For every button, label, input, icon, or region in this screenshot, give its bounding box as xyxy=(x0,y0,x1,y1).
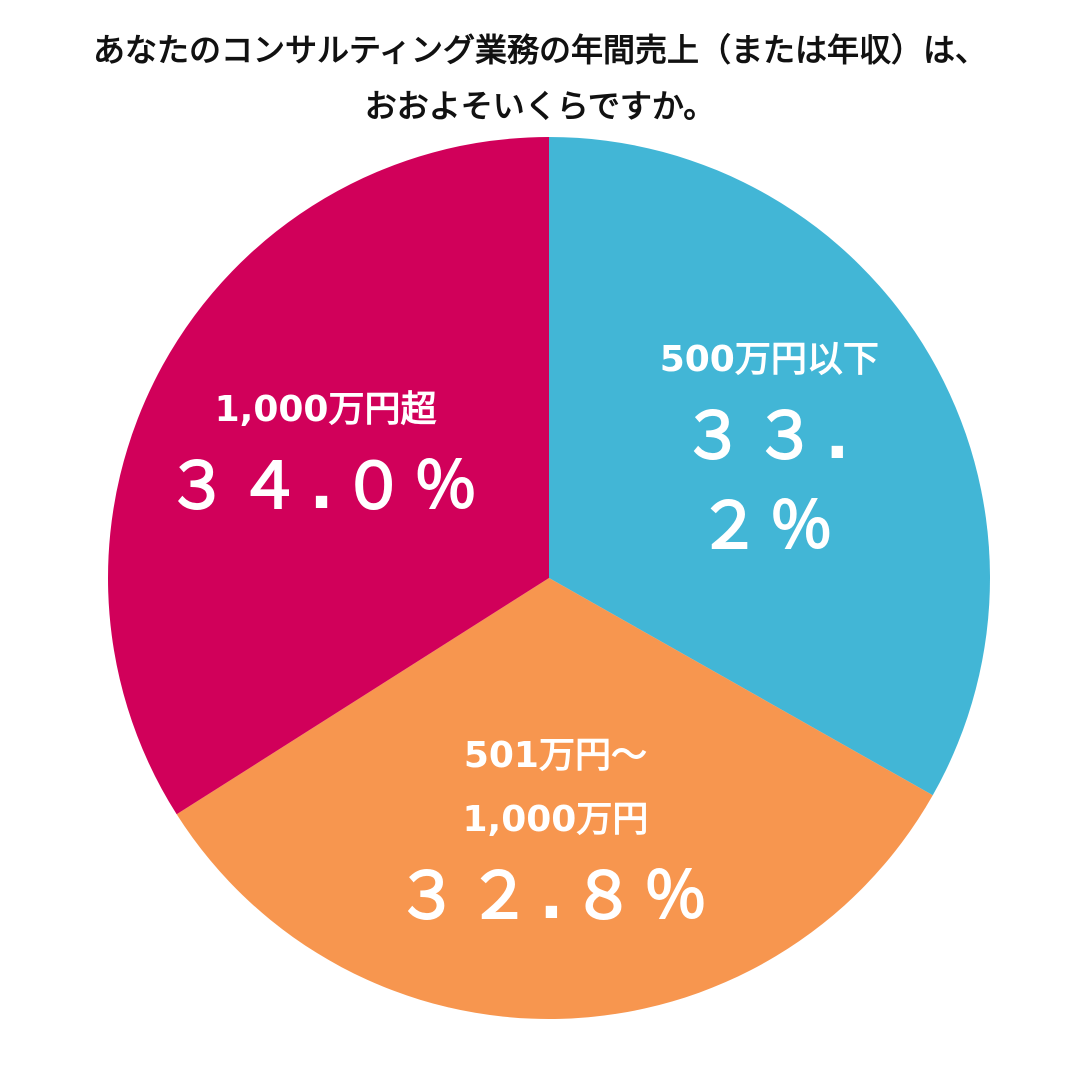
pie-slice xyxy=(549,137,991,796)
value-label: ３４.０％ xyxy=(165,450,486,525)
chart-title: あなたのコンサルティング業務の年間売上（または年収）は、 おおよそいくらですか。 xyxy=(92,31,988,125)
category-label: 501万円～ 1,000万円 xyxy=(462,734,649,840)
value-label: ３２.８％ xyxy=(395,859,716,934)
value-label: ３３.２％ xyxy=(681,399,858,564)
pie-slice xyxy=(107,137,549,815)
slice-label: 500万円以下 ３３.２％ xyxy=(614,328,925,572)
pie-slice xyxy=(176,578,933,1019)
category-label: 1,000万円超 xyxy=(214,389,437,431)
category-label: 500万円以下 xyxy=(659,338,879,380)
slice-label: 501万円～ 1,000万円 ３２.８％ xyxy=(395,724,715,942)
slice-label: 1,000万円超 ３４.０％ xyxy=(165,378,485,532)
